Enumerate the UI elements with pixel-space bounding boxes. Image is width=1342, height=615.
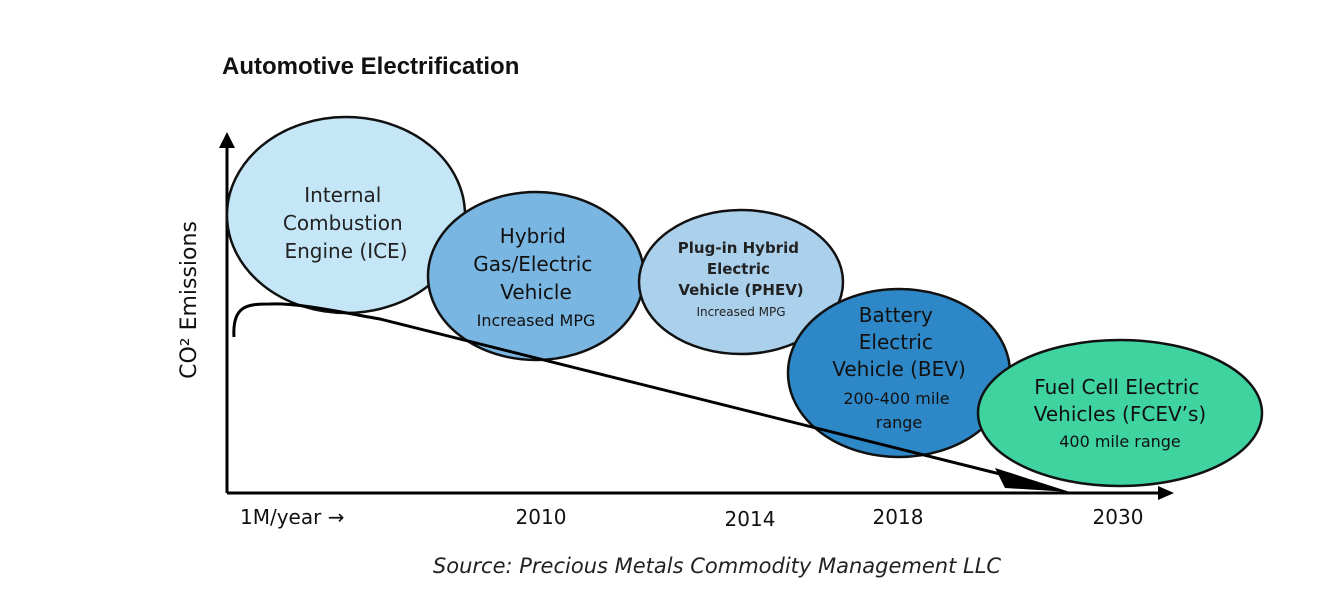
stage-fcev-sub: 400 mile range	[1059, 432, 1181, 451]
stage-hybrid-bubble	[426, 190, 646, 362]
y-axis-arrowhead	[219, 132, 235, 148]
stage-phev-bubble	[637, 208, 845, 356]
stage-phev-label: Plug-in Hybrid Electric Vehicle (PHEV)	[678, 239, 804, 299]
y-axis-label: CO² Emissions	[177, 221, 202, 379]
stage-hybrid-sub: Increased MPG	[477, 311, 596, 330]
stage-fcev-bubble	[976, 338, 1264, 488]
stage-ice: Internal Combustion Engine (ICE)	[225, 115, 467, 315]
x-tick-2018: 2018	[873, 505, 924, 529]
stage-phev-sub: Increased MPG	[696, 305, 785, 319]
x-tick-2010: 2010	[516, 505, 567, 529]
trend-arrowhead	[995, 468, 1070, 492]
diagram-title: Automotive Electrification	[222, 53, 519, 80]
x-tick-2030: 2030	[1093, 505, 1144, 529]
stage-hybrid-label: Hybrid Gas/Electric Vehicle	[473, 224, 598, 304]
x-tick-start: 1M/year →	[240, 505, 344, 529]
stage-ice-label: Internal Combustion Engine (ICE)	[283, 183, 409, 263]
stage-phev: Plug-in Hybrid Electric Vehicle (PHEV) I…	[637, 208, 845, 356]
stage-bev-sub: 200-400 mile range	[843, 389, 954, 432]
x-tick-2014: 2014	[725, 507, 776, 531]
emissions-trend-line	[232, 302, 1001, 476]
stage-bev: Battery Electric Vehicle (BEV) 200-400 m…	[786, 287, 1012, 459]
stage-hybrid: Hybrid Gas/Electric Vehicle Increased MP…	[426, 190, 646, 362]
stage-fcev: Fuel Cell Electric Vehicles (FCEV’s) 400…	[976, 338, 1264, 488]
x-axis-arrowhead	[1158, 486, 1174, 500]
stage-fcev-label: Fuel Cell Electric Vehicles (FCEV’s)	[1034, 375, 1206, 426]
source-credit: Source: Precious Metals Commodity Manage…	[433, 554, 1001, 578]
stage-bev-label: Battery Electric Vehicle (BEV)	[832, 303, 966, 381]
